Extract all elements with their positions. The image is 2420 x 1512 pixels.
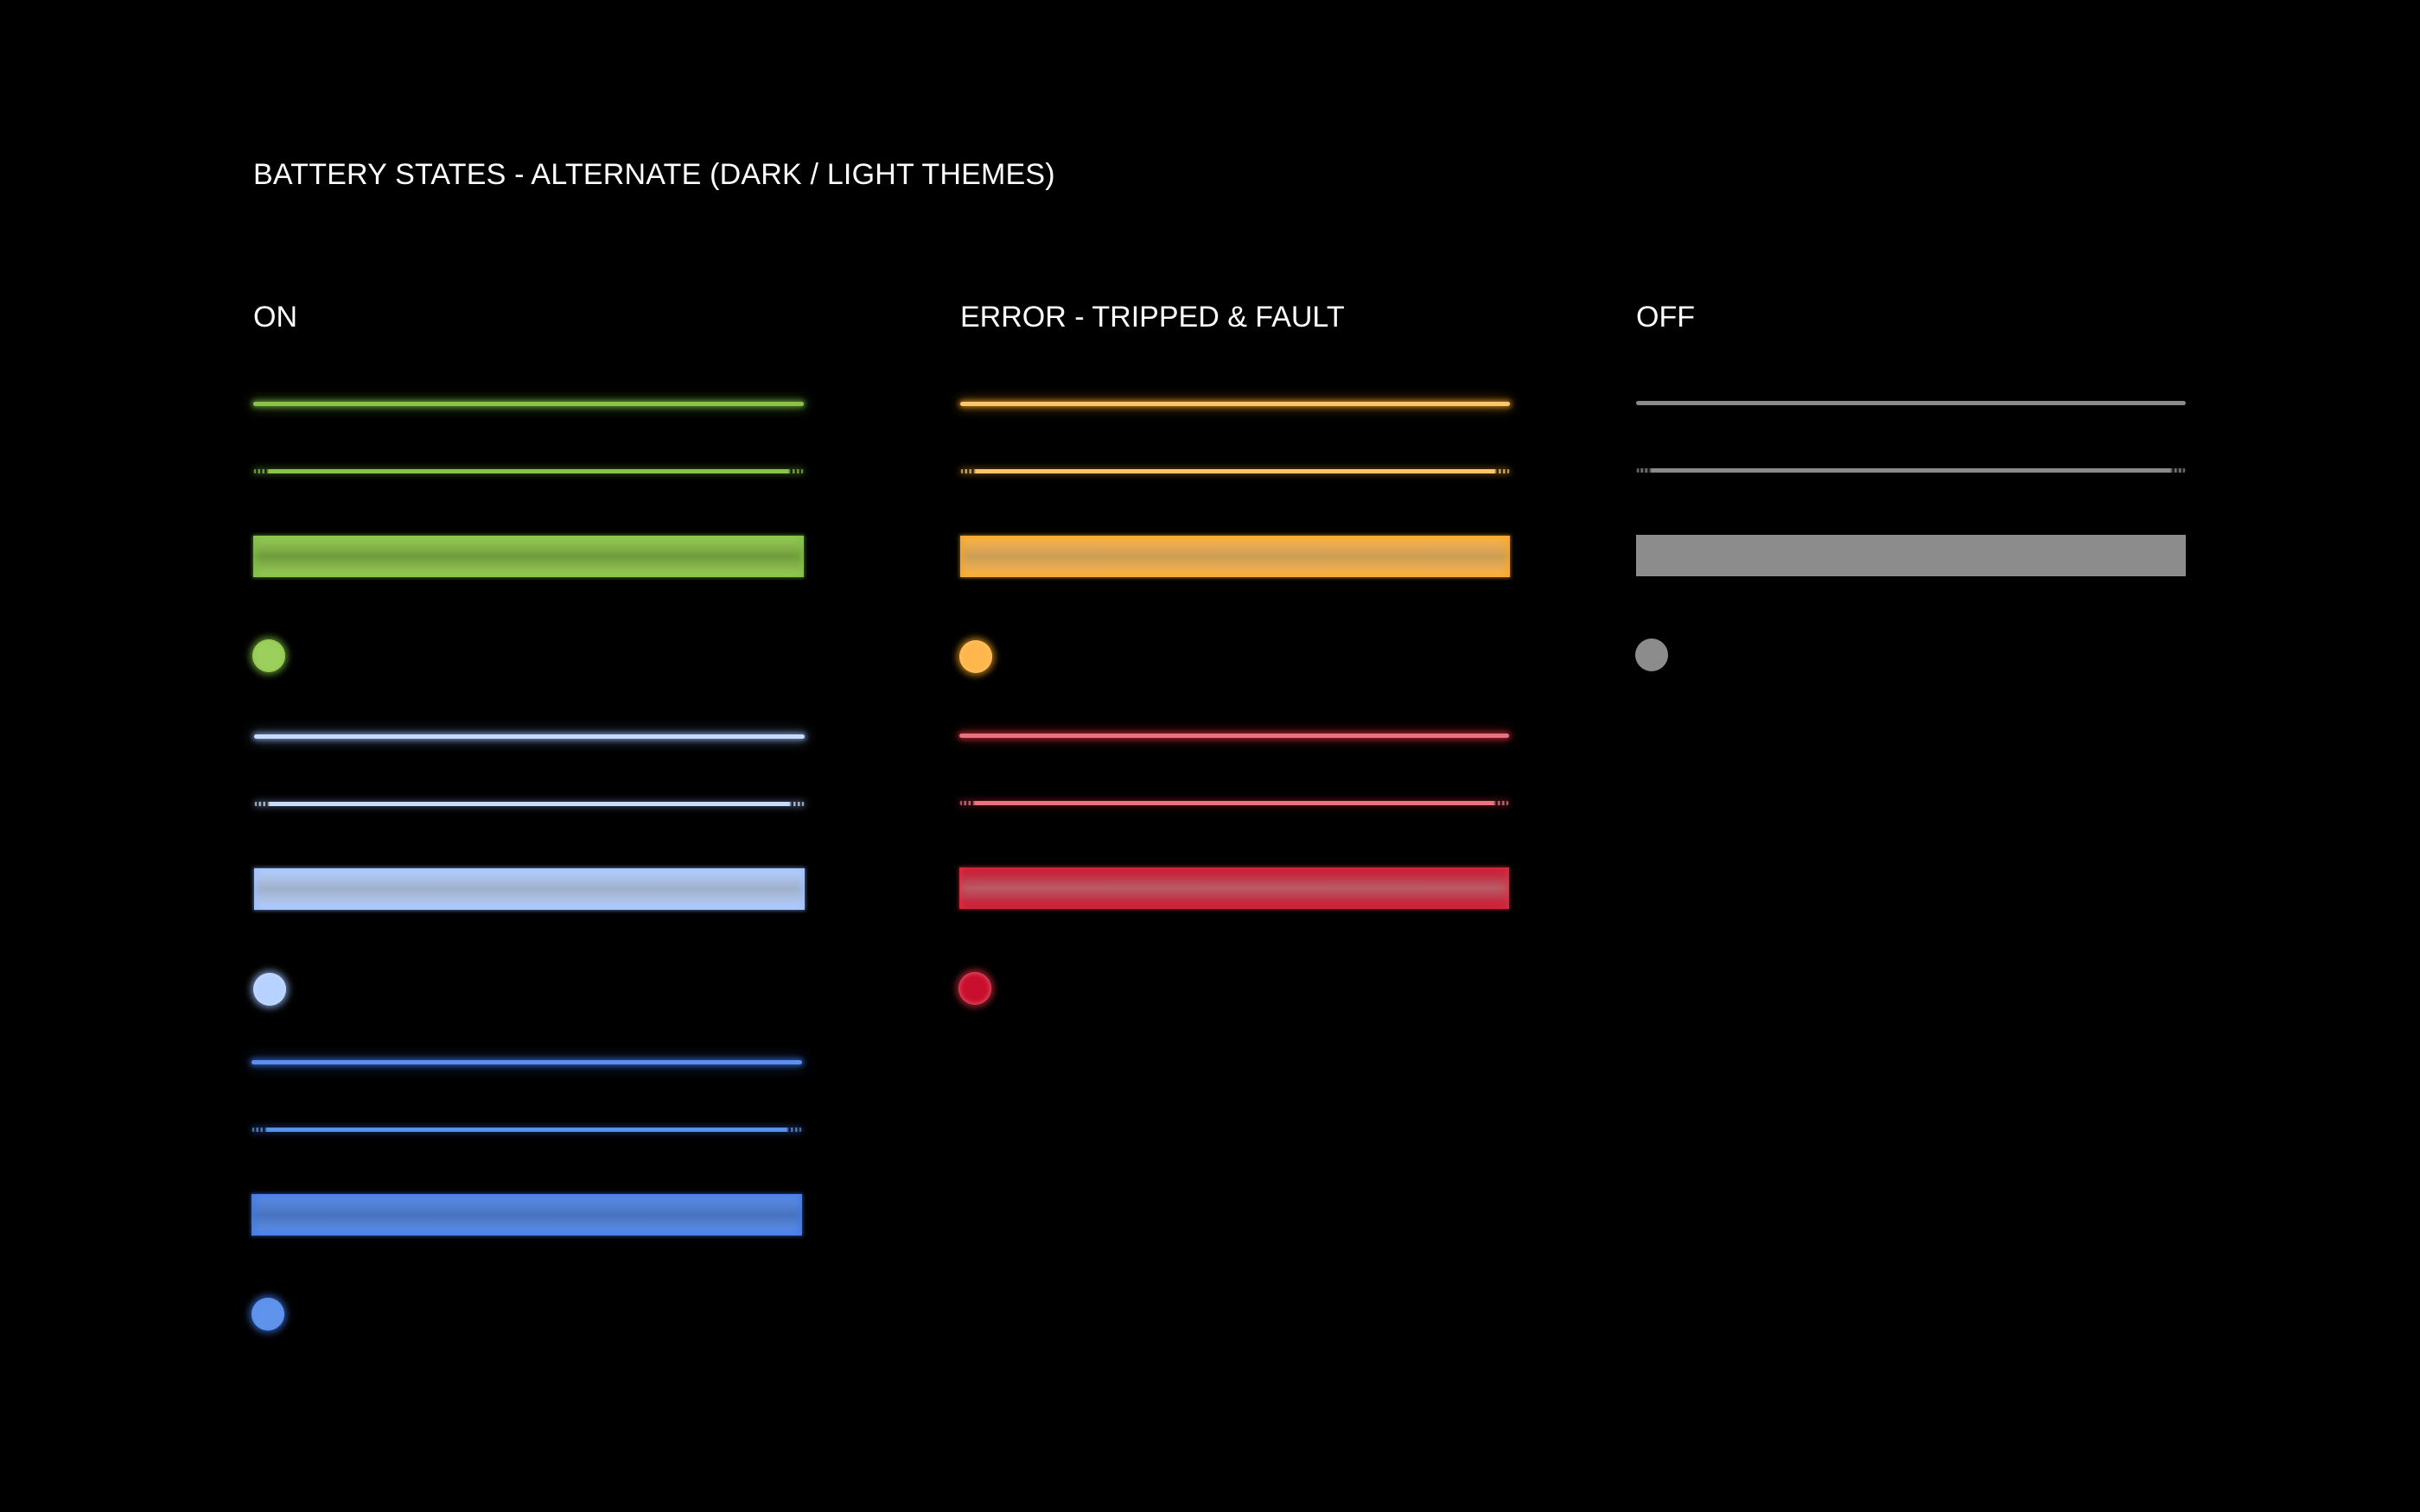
error-red-dot [958, 972, 991, 1005]
column-heading-error: ERROR - TRIPPED & FAULT [960, 301, 1345, 334]
on-green-dot [252, 639, 285, 672]
on-blue-bar [252, 1194, 802, 1236]
on-lightblue-bar [254, 868, 805, 910]
error-red-dashed-line [959, 801, 1509, 805]
column-heading-off: OFF [1636, 301, 1695, 334]
error-amber-solid-line [960, 402, 1510, 406]
error-red-solid-line [959, 734, 1509, 738]
off-gray-dot [1635, 638, 1668, 671]
on-lightblue-dashed-line [254, 802, 805, 806]
on-blue-dashed-line [252, 1128, 802, 1132]
page-title: BATTERY STATES - ALTERNATE (DARK / LIGHT… [253, 158, 1055, 191]
on-green-solid-line [253, 402, 804, 406]
error-red-bar [959, 867, 1509, 909]
on-blue-solid-line [252, 1060, 802, 1064]
off-gray-dashed-line [1636, 468, 2186, 473]
on-green-dashed-line [253, 469, 804, 473]
error-amber-dashed-line [960, 469, 1510, 473]
on-green-bar [253, 536, 804, 577]
error-amber-dot [959, 640, 992, 673]
on-lightblue-dot [253, 973, 286, 1006]
on-blue-dot [252, 1298, 284, 1331]
error-amber-bar [960, 536, 1510, 577]
off-gray-bar [1636, 535, 2186, 576]
column-heading-on: ON [253, 301, 297, 334]
off-gray-solid-line [1636, 401, 2186, 405]
on-lightblue-solid-line [254, 734, 805, 739]
